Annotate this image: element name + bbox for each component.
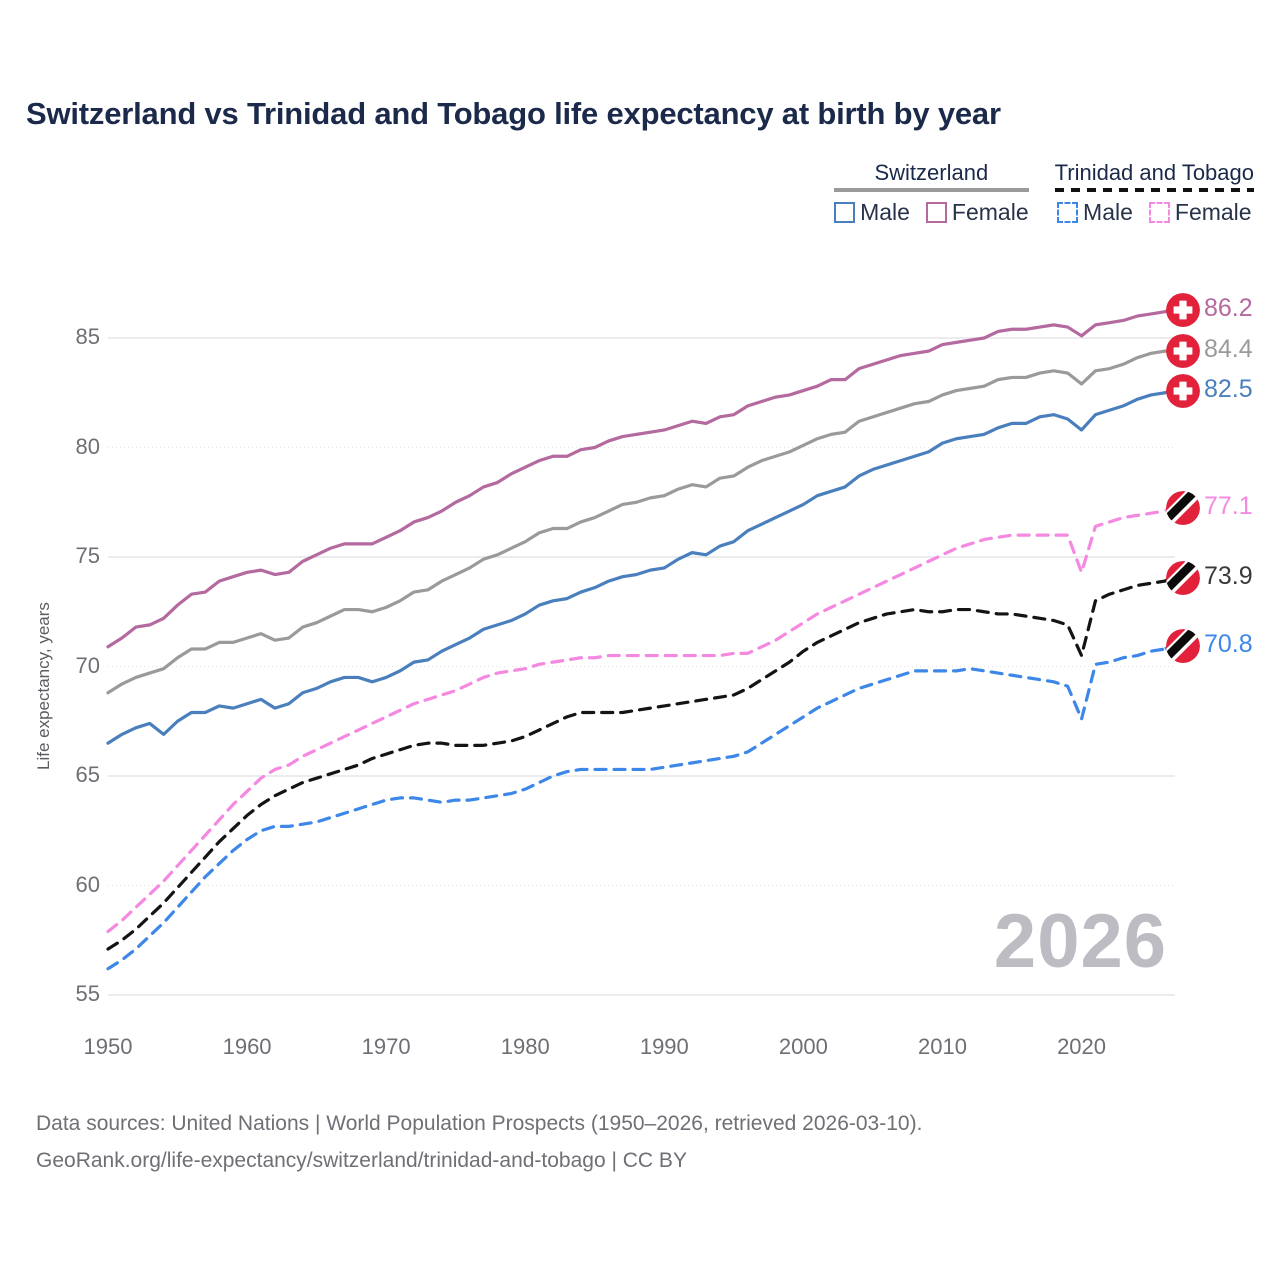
y-axis-tick-label: 60 [75, 871, 100, 897]
x-axis-tick-label: 2000 [778, 1034, 828, 1059]
legend-group-trinidad-and-tobago: Trinidad and Tobago Male Female [1054, 160, 1254, 226]
x-axis-tick-label: 1970 [361, 1034, 411, 1059]
x-axis-tick-label: 1950 [83, 1034, 133, 1059]
footer-line-2: GeoRank.org/life-expectancy/switzerland/… [36, 1149, 687, 1172]
x-axis-tick-label: 1980 [500, 1034, 550, 1059]
y-axis-tick-label: 65 [75, 762, 100, 787]
legend-item-switzerland-female[interactable]: Female [925, 199, 1029, 226]
footer-line-1: Data sources: United Nations | World Pop… [36, 1112, 923, 1135]
end-value-label: 82.5 [1204, 375, 1253, 403]
page-title: Switzerland vs Trinidad and Tobago life … [26, 96, 1001, 131]
series-line-0 [106, 310, 1167, 649]
y-axis-tick-label: 75 [75, 543, 100, 568]
series-line-2 [106, 391, 1167, 745]
legend-item-label: Male [860, 199, 910, 225]
y-axis-tick-label: 70 [75, 652, 100, 678]
series-line-3 [106, 509, 1167, 934]
legend-item-switzerland-male[interactable]: Male [834, 199, 910, 226]
legend-item-label: Male [1083, 199, 1133, 225]
series-line-4 [106, 579, 1167, 951]
legend-swatch-icon [1148, 202, 1170, 223]
series-lines [106, 310, 1167, 971]
legend-item-trinidad-female[interactable]: Female [1148, 199, 1252, 226]
x-axis-tick-label: 2020 [1057, 1034, 1107, 1059]
legend-swatch-icon [834, 202, 856, 223]
end-value-label: 73.9 [1204, 562, 1253, 590]
series-line-5 [106, 647, 1167, 971]
legend-item-label: Female [951, 199, 1029, 225]
x-axis-tick-label: 1990 [639, 1034, 689, 1059]
switzerland-flag-icon [1166, 334, 1200, 368]
gridlines [108, 337, 1175, 996]
legend-item-trinidad-male[interactable]: Male [1057, 199, 1133, 226]
trinidad-and-tobago-flag-icon [1166, 491, 1200, 525]
legend-rule-solid [834, 188, 1029, 192]
x-axis-tick-label: 2010 [917, 1034, 967, 1059]
switzerland-flag-icon [1166, 293, 1200, 327]
y-axis-tick-label: 85 [75, 324, 100, 349]
switzerland-flag-icon [1166, 374, 1200, 408]
y-axis-tick-label: 55 [75, 981, 100, 1006]
year-watermark: 2026 [993, 899, 1167, 984]
end-value-label: 70.8 [1204, 630, 1253, 658]
y-axis-tick-label: 80 [75, 433, 100, 459]
x-axis-tick-label: 1960 [222, 1034, 272, 1059]
series-line-1 [106, 349, 1167, 695]
legend-swatch-icon [925, 202, 947, 223]
legend-group-title: Trinidad and Tobago [1054, 160, 1254, 185]
end-value-label: 86.2 [1204, 294, 1253, 322]
end-value-label: 77.1 [1204, 492, 1253, 520]
legend-group-title: Switzerland [874, 160, 989, 185]
legend-group-switzerland: Switzerland Male Female [834, 160, 1029, 226]
legend-rule-dashed [1054, 188, 1254, 192]
trinidad-and-tobago-flag-icon [1166, 561, 1200, 595]
legend-item-label: Female [1174, 199, 1252, 225]
trinidad-and-tobago-flag-icon [1166, 629, 1200, 663]
legend-swatch-icon [1057, 202, 1079, 223]
footer-attribution: Data sources: United Nations | World Pop… [36, 1105, 922, 1179]
end-value-label: 84.4 [1204, 335, 1253, 363]
y-axis-title: Life expectancy, years [34, 602, 53, 770]
chart-legend: Switzerland Male Female Trinidad and Tob… [834, 160, 1254, 226]
